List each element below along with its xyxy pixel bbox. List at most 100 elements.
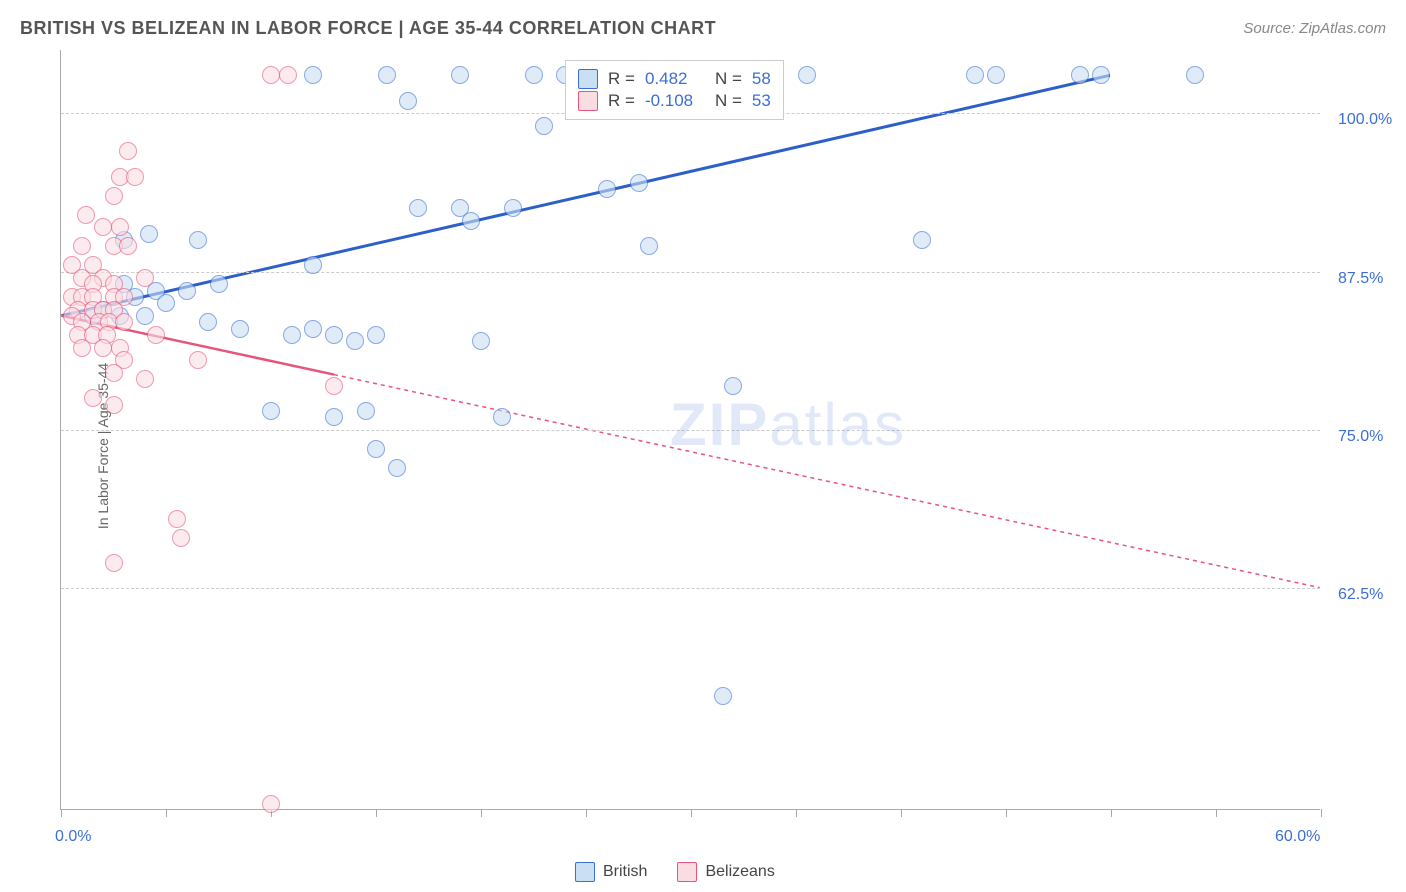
data-point bbox=[136, 307, 154, 325]
data-point bbox=[189, 231, 207, 249]
data-point bbox=[231, 320, 249, 338]
correlation-legend: R =0.482N =58R =-0.108N =53 bbox=[565, 60, 784, 120]
legend-swatch bbox=[578, 91, 598, 111]
source-prefix: Source: bbox=[1243, 20, 1299, 37]
data-point bbox=[598, 180, 616, 198]
n-value: 58 bbox=[752, 69, 771, 89]
data-point bbox=[378, 66, 396, 84]
data-point bbox=[111, 218, 129, 236]
data-point bbox=[147, 326, 165, 344]
data-point bbox=[304, 320, 322, 338]
r-label: R = bbox=[608, 91, 635, 111]
x-tick-mark bbox=[166, 809, 167, 817]
source-name: ZipAtlas.com bbox=[1299, 20, 1386, 37]
data-point bbox=[367, 326, 385, 344]
n-label: N = bbox=[715, 69, 742, 89]
data-point bbox=[472, 332, 490, 350]
data-point bbox=[136, 269, 154, 287]
data-point bbox=[399, 92, 417, 110]
data-point bbox=[115, 313, 133, 331]
series-legend: British Belizeans bbox=[575, 862, 775, 882]
x-tick-mark bbox=[586, 809, 587, 817]
n-label: N = bbox=[715, 91, 742, 111]
y-tick-label: 75.0% bbox=[1338, 428, 1383, 446]
data-point bbox=[388, 459, 406, 477]
data-point bbox=[105, 554, 123, 572]
x-tick-mark bbox=[1321, 809, 1322, 817]
data-point bbox=[94, 339, 112, 357]
data-point bbox=[119, 142, 137, 160]
y-tick-label: 100.0% bbox=[1338, 111, 1392, 129]
data-point bbox=[73, 237, 91, 255]
x-tick-mark bbox=[61, 809, 62, 817]
chart-header: BRITISH VS BELIZEAN IN LABOR FORCE | AGE… bbox=[20, 18, 1386, 39]
r-value: -0.108 bbox=[645, 91, 705, 111]
data-point bbox=[325, 377, 343, 395]
series-name: British bbox=[603, 863, 647, 881]
source-attribution: Source: ZipAtlas.com bbox=[1243, 20, 1386, 37]
x-tick-mark bbox=[796, 809, 797, 817]
data-point bbox=[724, 377, 742, 395]
x-tick-mark bbox=[1111, 809, 1112, 817]
data-point bbox=[283, 326, 301, 344]
data-point bbox=[136, 370, 154, 388]
data-point bbox=[199, 313, 217, 331]
data-point bbox=[262, 402, 280, 420]
data-point bbox=[966, 66, 984, 84]
data-point bbox=[178, 282, 196, 300]
data-point bbox=[462, 212, 480, 230]
data-point bbox=[304, 256, 322, 274]
data-point bbox=[409, 199, 427, 217]
data-point bbox=[172, 529, 190, 547]
data-point bbox=[105, 396, 123, 414]
data-point bbox=[140, 225, 158, 243]
data-point bbox=[1186, 66, 1204, 84]
trendline bbox=[334, 375, 1320, 588]
data-point bbox=[168, 510, 186, 528]
data-point bbox=[346, 332, 364, 350]
chart-title: BRITISH VS BELIZEAN IN LABOR FORCE | AGE… bbox=[20, 18, 716, 39]
data-point bbox=[189, 351, 207, 369]
gridline bbox=[61, 430, 1320, 431]
series-name: Belizeans bbox=[705, 863, 774, 881]
data-point bbox=[105, 364, 123, 382]
scatter-chart bbox=[60, 50, 1320, 810]
x-tick-mark bbox=[481, 809, 482, 817]
data-point bbox=[504, 199, 522, 217]
data-point bbox=[367, 440, 385, 458]
data-point bbox=[304, 66, 322, 84]
legend-swatch bbox=[578, 69, 598, 89]
data-point bbox=[210, 275, 228, 293]
data-point bbox=[77, 206, 95, 224]
legend-row: R =-0.108N =53 bbox=[578, 91, 771, 111]
data-point bbox=[119, 237, 137, 255]
data-point bbox=[1092, 66, 1110, 84]
data-point bbox=[493, 408, 511, 426]
data-point bbox=[262, 795, 280, 813]
data-point bbox=[535, 117, 553, 135]
data-point bbox=[157, 294, 175, 312]
legend-row: R =0.482N =58 bbox=[578, 69, 771, 89]
x-tick-mark bbox=[1006, 809, 1007, 817]
data-point bbox=[798, 66, 816, 84]
x-tick-label: 0.0% bbox=[55, 828, 91, 846]
x-tick-label: 60.0% bbox=[1275, 828, 1320, 846]
data-point bbox=[630, 174, 648, 192]
data-point bbox=[94, 218, 112, 236]
legend-swatch bbox=[575, 862, 595, 882]
x-tick-mark bbox=[376, 809, 377, 817]
data-point bbox=[451, 66, 469, 84]
data-point bbox=[913, 231, 931, 249]
data-point bbox=[262, 66, 280, 84]
r-value: 0.482 bbox=[645, 69, 705, 89]
data-point bbox=[105, 187, 123, 205]
data-point bbox=[126, 168, 144, 186]
data-point bbox=[987, 66, 1005, 84]
gridline bbox=[61, 588, 1320, 589]
data-point bbox=[357, 402, 375, 420]
data-point bbox=[525, 66, 543, 84]
legend-item: British bbox=[575, 862, 647, 882]
data-point bbox=[325, 326, 343, 344]
data-point bbox=[325, 408, 343, 426]
y-tick-label: 62.5% bbox=[1338, 586, 1383, 604]
